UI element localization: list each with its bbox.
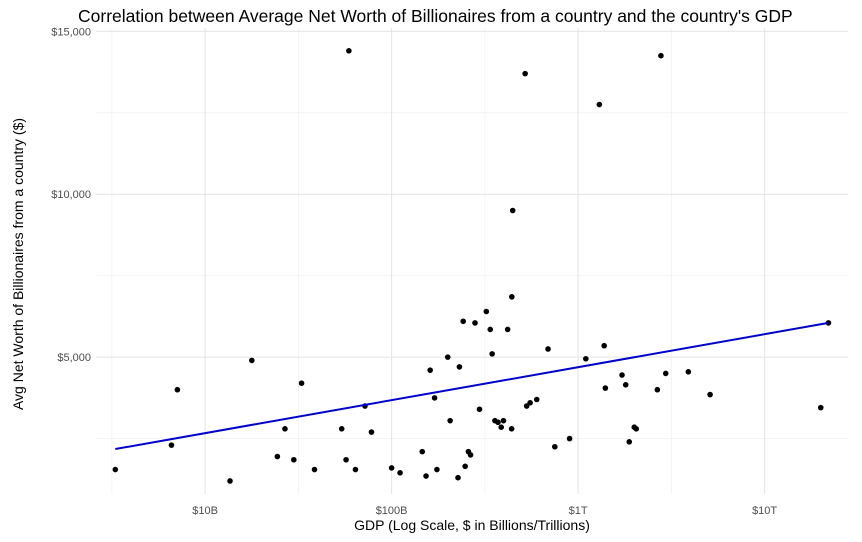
data-point [282, 426, 288, 432]
x-tick-labels: $10B $100B $1T $10T [192, 505, 777, 517]
major-gridlines [96, 28, 848, 494]
data-point [455, 474, 461, 481]
data-point [509, 207, 516, 214]
data-point [388, 465, 395, 471]
data-point [508, 426, 515, 432]
y-tick-label: $10,000 [51, 189, 91, 201]
data-point [447, 417, 453, 424]
data-point [489, 351, 495, 357]
data-point [460, 318, 466, 325]
y-tick-label: $5,000 [57, 352, 91, 364]
data-point [431, 395, 438, 401]
data-point [817, 404, 824, 411]
data-point [533, 396, 540, 403]
y-axis-label: Avg Net Worth of Billionaires from a cou… [10, 117, 26, 411]
data-point [423, 473, 429, 479]
data-point [658, 52, 664, 59]
data-point [462, 463, 468, 470]
chart-title: Correlation between Average Net Worth of… [78, 6, 793, 26]
data-point [168, 442, 175, 448]
data-point [467, 452, 474, 458]
data-point [508, 294, 515, 300]
x-tick-label: $10T [752, 505, 777, 517]
data-point [112, 466, 119, 473]
data-point [456, 364, 463, 370]
y-tick-labels: $5,000 $10,000 $15,000 [51, 26, 91, 364]
data-point [249, 357, 255, 364]
data-point [685, 368, 692, 375]
data-point [522, 70, 528, 77]
data-point [311, 466, 318, 473]
data-point [504, 326, 511, 333]
data-point [227, 478, 233, 484]
data-point [707, 391, 713, 398]
data-point [298, 380, 305, 387]
trendline-group [115, 321, 829, 451]
data-point [602, 385, 609, 391]
data-point [483, 308, 490, 315]
data-point [343, 456, 349, 463]
data-point [352, 466, 359, 473]
data-point [274, 453, 281, 460]
data-point [427, 367, 433, 373]
data-point [596, 101, 603, 108]
data-point [622, 382, 629, 388]
data-point [434, 466, 440, 473]
data-point [346, 48, 352, 54]
data-point [444, 354, 451, 360]
data-point [654, 386, 661, 393]
minor-gridlines [96, 28, 848, 494]
data-point [476, 406, 483, 413]
data-point [368, 429, 375, 435]
data-point [545, 346, 551, 352]
data-point [397, 470, 403, 476]
data-point [498, 424, 505, 430]
x-axis-label: GDP (Log Scale, $ in Billions/Trillions) [354, 517, 590, 533]
x-tick-label: $100B [376, 505, 408, 517]
x-tick-label: $10B [192, 505, 218, 517]
x-tick-label: $1T [569, 505, 588, 517]
data-point [495, 419, 501, 426]
data-point [626, 439, 633, 445]
data-point [338, 426, 345, 432]
data-point [633, 426, 640, 432]
data-point [500, 417, 507, 424]
data-point [662, 370, 669, 377]
data-point [619, 372, 625, 378]
data-point [419, 448, 426, 455]
y-tick-label: $15,000 [51, 26, 91, 38]
data-point [487, 326, 494, 333]
data-point [472, 320, 478, 326]
data-point [291, 456, 297, 463]
data-point [552, 443, 558, 450]
trendline [115, 321, 829, 451]
data-point [566, 435, 573, 442]
data-point [583, 355, 589, 362]
data-point [601, 342, 607, 349]
data-points [112, 48, 832, 484]
data-point [527, 399, 533, 406]
data-point [174, 386, 181, 393]
